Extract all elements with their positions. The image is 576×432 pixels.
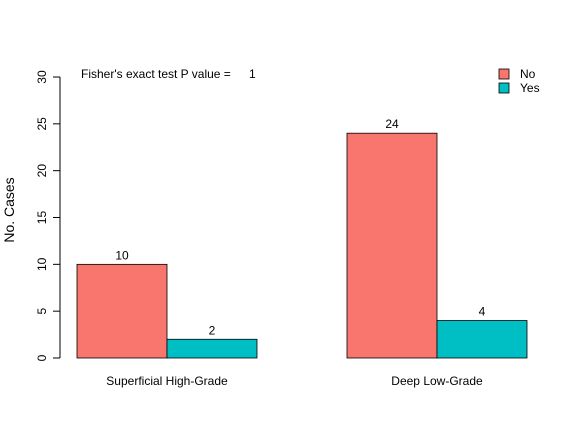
y-tick-label: 15 (35, 211, 49, 225)
y-tick-label: 25 (35, 117, 49, 131)
y-axis-ticks: 0 5 10 15 20 25 30 (35, 70, 60, 361)
y-tick-label: 20 (35, 164, 49, 178)
legend-swatch-yes (498, 82, 510, 94)
legend-label-yes: Yes (520, 81, 540, 95)
data-labels-group: 10 2 24 4 (115, 117, 485, 337)
data-label: 10 (115, 248, 129, 262)
category-label: Superficial High-Grade (106, 374, 228, 388)
legend-label-no: No (520, 67, 536, 81)
y-axis-title: No. Cases (1, 177, 17, 242)
category-label: Deep Low-Grade (391, 374, 483, 388)
bar-no-1 (346, 132, 438, 359)
y-tick-label: 0 (35, 354, 49, 361)
bars-group (76, 132, 528, 359)
bar-no-0 (76, 263, 168, 359)
y-tick-label: 30 (35, 70, 49, 84)
bar-yes-0 (166, 338, 258, 359)
data-label: 24 (385, 117, 399, 131)
category-labels-group: Superficial High-Grade Deep Low-Grade (106, 374, 483, 388)
data-label: 2 (209, 323, 216, 337)
annotation-value: 1 (249, 67, 256, 81)
bar-yes-1 (436, 320, 528, 359)
legend-swatch-no (498, 68, 510, 80)
y-tick-label: 10 (35, 257, 49, 271)
data-label: 4 (479, 305, 486, 319)
annotation-label: Fisher's exact test P value = (81, 67, 231, 81)
y-tick-label: 5 (35, 308, 49, 315)
